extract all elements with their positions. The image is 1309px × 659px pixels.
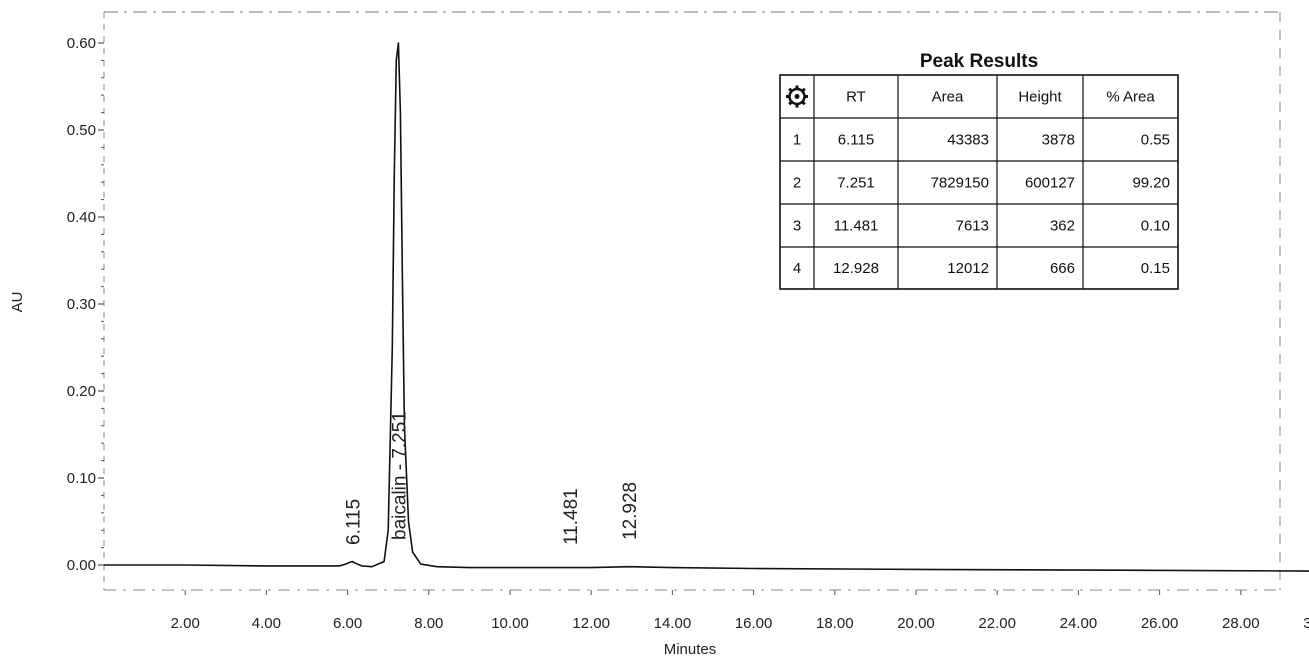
table-cell: 4 <box>793 260 801 277</box>
table-cell: 7829150 <box>931 175 989 192</box>
y-tick-label: 0.00 <box>67 557 96 574</box>
plot-frame <box>103 11 1281 591</box>
x-tick-label: 20.00 <box>897 615 935 632</box>
table-cell: 362 <box>1050 218 1075 235</box>
table-cell: 666 <box>1050 260 1075 277</box>
x-tick-label: 30.00 <box>1303 615 1309 632</box>
x-tick-label: 2.00 <box>171 615 200 632</box>
table-cell: 12.928 <box>833 260 879 277</box>
x-tick-label: 22.00 <box>978 615 1016 632</box>
y-tick-label: 0.30 <box>67 296 96 313</box>
chromatogram-trace <box>104 42 1309 572</box>
table-cell: 0.55 <box>1141 132 1170 149</box>
table-cell: 7.251 <box>837 175 875 192</box>
x-tick-label: 18.00 <box>816 615 854 632</box>
x-tick-label: 10.00 <box>491 615 529 632</box>
x-tick-label: 24.00 <box>1060 615 1098 632</box>
x-tick-label: 26.00 <box>1141 615 1179 632</box>
table-title: Peak Results <box>920 51 1038 72</box>
table-header: % Area <box>1106 89 1155 106</box>
table-cell: 3 <box>793 218 801 235</box>
table-header: Height <box>1018 89 1062 106</box>
table-cell: 1 <box>793 132 801 149</box>
y-tick-label: 0.20 <box>67 383 96 400</box>
table-cell: 6.115 <box>838 132 874 149</box>
table-cell: 11.481 <box>834 218 879 235</box>
y-tick-label: 0.40 <box>67 209 96 226</box>
y-tick-label: 0.10 <box>67 470 96 487</box>
table-cell: 99.20 <box>1132 175 1170 192</box>
table-cell: 0.15 <box>1141 260 1170 277</box>
x-axis: 2.00 4.00 6.00 8.00 10.00 12.00 14.00 16.00 18.0… <box>171 590 1309 632</box>
table-cell: 7613 <box>956 218 989 235</box>
gear-hub <box>794 94 800 99</box>
x-axis-title: Minutes <box>664 641 717 658</box>
table-cell: 600127 <box>1025 175 1075 192</box>
peak-label: 11.481 <box>561 488 582 545</box>
y-axis-title: AU <box>9 292 26 313</box>
x-tick-label: 4.00 <box>252 615 281 632</box>
table-header: RT <box>846 89 866 106</box>
x-tick-label: 8.00 <box>414 615 443 632</box>
y-tick-label: 0.60 <box>67 35 96 52</box>
y-axis: 0.00 0.10 0.20 0.30 0.40 0.50 0.60 <box>67 35 104 574</box>
trace-line <box>104 42 1309 572</box>
y-tick-label: 0.50 <box>67 122 96 139</box>
peak-label: baicalin - 7.251 <box>389 411 410 540</box>
gear-icon <box>786 85 808 108</box>
x-tick-label: 12.00 <box>572 615 610 632</box>
table-border <box>779 74 1179 290</box>
x-tick-label: 16.00 <box>735 615 773 632</box>
x-tick-label: 6.00 <box>333 615 362 632</box>
x-tick-label: 14.00 <box>654 615 692 632</box>
x-tick-label: 28.00 <box>1222 615 1260 632</box>
table-cell: 43383 <box>947 132 989 149</box>
peak-labels: 6.115 baicalin - 7.251 11.481 12.928 <box>343 411 641 545</box>
table-header: Area <box>932 89 964 106</box>
table-cell: 0.10 <box>1141 218 1170 235</box>
peak-label: 6.115 <box>343 499 364 545</box>
table-cell: 3878 <box>1042 132 1075 149</box>
peak-label: 12.928 <box>620 482 641 540</box>
table-cell: 12012 <box>947 260 989 277</box>
table-cell: 2 <box>793 175 801 192</box>
